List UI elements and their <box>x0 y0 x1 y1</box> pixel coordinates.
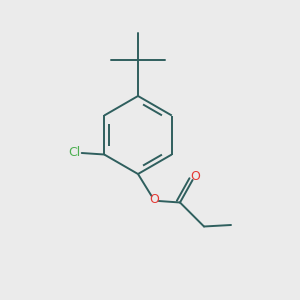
Text: Cl: Cl <box>68 146 80 160</box>
Text: O: O <box>191 170 200 183</box>
Text: O: O <box>150 193 159 206</box>
